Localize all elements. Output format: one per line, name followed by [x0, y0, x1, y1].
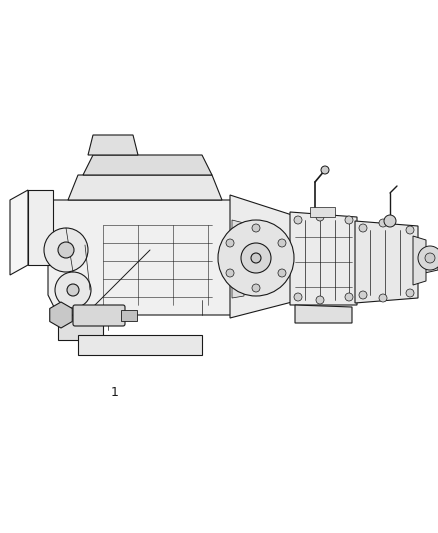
- Circle shape: [379, 219, 387, 227]
- Circle shape: [218, 220, 294, 296]
- Circle shape: [406, 226, 414, 234]
- Polygon shape: [232, 286, 244, 298]
- Circle shape: [278, 269, 286, 277]
- Circle shape: [226, 239, 234, 247]
- Circle shape: [278, 239, 286, 247]
- Polygon shape: [355, 221, 418, 303]
- Polygon shape: [413, 236, 426, 285]
- Circle shape: [321, 166, 329, 174]
- Polygon shape: [88, 135, 138, 155]
- Circle shape: [345, 216, 353, 224]
- Bar: [121, 310, 137, 321]
- Circle shape: [252, 284, 260, 292]
- Polygon shape: [230, 195, 292, 318]
- Circle shape: [359, 224, 367, 232]
- Polygon shape: [232, 242, 244, 254]
- Circle shape: [251, 253, 261, 263]
- Polygon shape: [295, 305, 352, 323]
- Circle shape: [359, 291, 367, 299]
- Circle shape: [294, 216, 302, 224]
- Polygon shape: [68, 175, 222, 200]
- Circle shape: [241, 243, 271, 273]
- FancyBboxPatch shape: [73, 305, 125, 326]
- Circle shape: [418, 246, 438, 270]
- Circle shape: [316, 213, 324, 221]
- Polygon shape: [83, 155, 212, 175]
- Circle shape: [58, 242, 74, 258]
- Polygon shape: [310, 207, 335, 217]
- Polygon shape: [48, 200, 232, 315]
- Text: 1: 1: [111, 386, 119, 400]
- Polygon shape: [232, 220, 244, 232]
- Polygon shape: [290, 212, 357, 305]
- Polygon shape: [78, 335, 202, 355]
- Circle shape: [345, 293, 353, 301]
- Circle shape: [67, 284, 79, 296]
- Circle shape: [55, 272, 91, 308]
- Circle shape: [379, 294, 387, 302]
- Polygon shape: [232, 264, 244, 276]
- Circle shape: [406, 289, 414, 297]
- Polygon shape: [50, 302, 72, 328]
- Circle shape: [226, 269, 234, 277]
- Circle shape: [384, 215, 396, 227]
- Polygon shape: [28, 190, 53, 265]
- Polygon shape: [10, 190, 28, 275]
- Polygon shape: [416, 246, 438, 275]
- Circle shape: [44, 228, 88, 272]
- Circle shape: [316, 296, 324, 304]
- Polygon shape: [58, 315, 103, 340]
- Circle shape: [252, 224, 260, 232]
- Circle shape: [425, 253, 435, 263]
- Circle shape: [294, 293, 302, 301]
